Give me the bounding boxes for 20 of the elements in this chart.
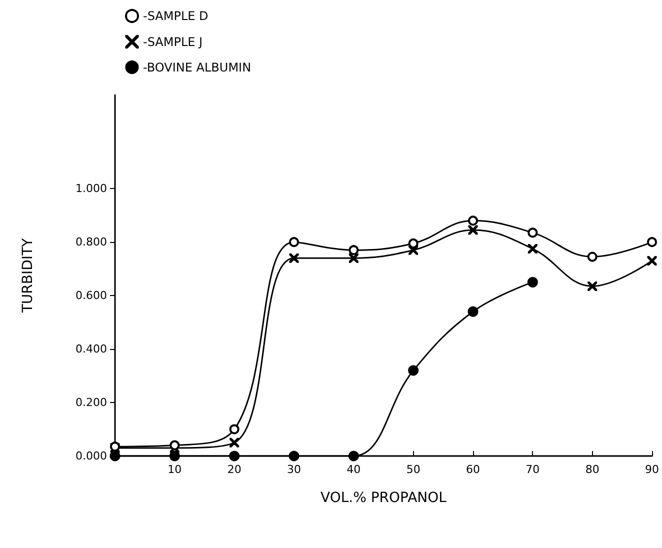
legend-label: -BOVINE ALBUMIN (143, 60, 252, 74)
y-axis-title: TURBIDITY (20, 238, 36, 314)
legend-label: -SAMPLE D (143, 9, 208, 23)
y-tick-label: 0.400 (76, 342, 107, 356)
x-tick-label: 70 (526, 463, 540, 476)
y-tick-label: 0.200 (76, 396, 107, 410)
x-axis-title: VOL.% PROPANOL (320, 490, 447, 506)
x-tick-label: 80 (585, 463, 600, 476)
y-tick-label: 0.800 (76, 236, 107, 249)
x-tick-label: 50 (406, 463, 420, 476)
y-tick-label: 0.000 (76, 450, 107, 462)
x-tick-label: 90 (645, 463, 659, 476)
x-tick-label: 10 (168, 463, 182, 476)
y-tick-label: 0.600 (76, 289, 107, 302)
x-tick-label: 40 (346, 463, 361, 476)
x-tick-label: 60 (466, 463, 480, 476)
x-tick-label: 30 (287, 463, 301, 476)
x-tick-label: 20 (227, 463, 242, 476)
y-tick-label: 1.000 (76, 182, 107, 196)
legend-label: -SAMPLE J (143, 34, 203, 49)
